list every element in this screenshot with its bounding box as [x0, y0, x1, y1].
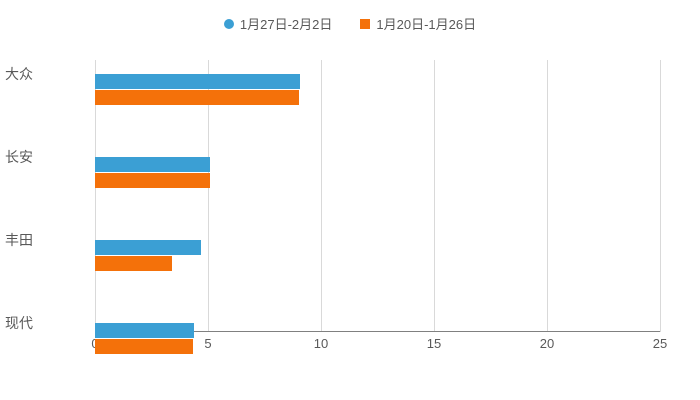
legend-item-0[interactable]: 1月27日-2月2日	[224, 14, 332, 33]
x-tick-15: 15	[427, 336, 441, 351]
x-tick-20: 20	[540, 336, 554, 351]
bar-series2-cat2[interactable]	[95, 256, 172, 271]
bar-series2-cat3[interactable]	[95, 339, 193, 354]
plot-area: 0 5 10 15 20 25 大众 长安 丰田 现代	[95, 60, 660, 332]
legend-label-series1: 1月27日-2月2日	[240, 14, 332, 33]
bar-series1-cat1[interactable]	[95, 157, 210, 172]
legend-swatch-series1	[224, 19, 234, 29]
gridline-25	[660, 60, 661, 332]
bar-series1-cat3[interactable]	[95, 323, 194, 338]
chart-container: 1月27日-2月2日 1月20日-1月26日 0 5 10 15 20 25 大…	[0, 0, 700, 400]
bar-series2-cat0[interactable]	[95, 90, 299, 105]
legend-item-1[interactable]: 1月20日-1月26日	[360, 14, 476, 33]
legend-label-series2: 1月20日-1月26日	[376, 14, 476, 33]
bar-series1-cat0[interactable]	[95, 74, 300, 89]
bar-series2-cat1[interactable]	[95, 173, 210, 188]
bar-series1-cat2[interactable]	[95, 240, 201, 255]
legend: 1月27日-2月2日 1月20日-1月26日	[0, 14, 700, 33]
legend-swatch-series2	[360, 19, 370, 29]
gridline-15	[434, 60, 435, 332]
gridline-20	[547, 60, 548, 332]
gridline-10	[321, 60, 322, 332]
category-label-1: 长安	[5, 147, 85, 167]
category-label-0: 大众	[5, 64, 85, 84]
category-label-3: 现代	[5, 313, 85, 333]
x-tick-10: 10	[314, 336, 328, 351]
category-label-2: 丰田	[5, 230, 85, 250]
x-tick-5: 5	[204, 336, 211, 351]
x-tick-25: 25	[653, 336, 667, 351]
